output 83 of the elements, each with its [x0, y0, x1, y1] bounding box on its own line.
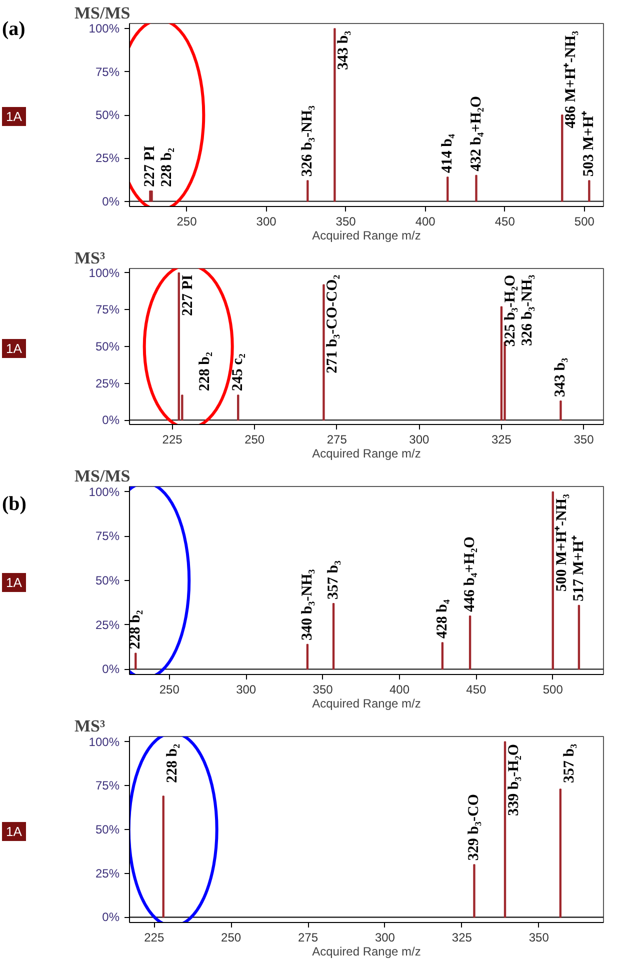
annotation: 343 b₃: [336, 30, 352, 70]
y-tick-label: 100%: [88, 22, 120, 36]
annotation: 503 M+H⁺: [581, 110, 598, 177]
x-axis-title: Acquired Range m/z: [312, 696, 421, 710]
y-tick-label: 0%: [102, 662, 120, 676]
x-tick-label: 325: [452, 930, 472, 944]
annotation: 414 b₄: [440, 134, 456, 174]
annotation: 227 PI: [180, 274, 196, 316]
chart-title: MS/MS: [74, 4, 130, 22]
annotation: 486 M+H⁺-NH₃: [563, 30, 580, 128]
x-tick-label: 300: [236, 682, 256, 696]
x-tick-label: 250: [159, 682, 180, 696]
text: (b): [2, 493, 26, 516]
x-tick-label: 275: [326, 432, 348, 446]
x-axis-title: Acquired Range m/z: [312, 446, 421, 460]
x-tick-label: 225: [162, 432, 183, 446]
x-axis-title: Acquired Range m/z: [312, 944, 421, 958]
y-tick-label: 75%: [95, 302, 120, 317]
annotation: 228 b₂: [196, 351, 213, 392]
y-tick-label: 50%: [95, 574, 120, 588]
y-tick-label: 75%: [95, 778, 120, 793]
x-tick-label: 350: [574, 432, 594, 446]
annotation: 227 PI: [142, 146, 158, 187]
x-tick-label: 350: [312, 682, 334, 696]
annotation: 432 b₄+H₂O: [468, 96, 484, 172]
x-tick-label: 300: [374, 930, 396, 944]
annotation: 343 b₃: [552, 357, 569, 397]
x-tick-label: 250: [176, 214, 198, 228]
x-tick-label: 300: [409, 432, 430, 446]
annotation: 339 b₃-H₂O: [506, 744, 522, 816]
annotation: 446 b₄+H₂O: [462, 536, 478, 612]
annotation: 357 b₃: [326, 560, 342, 600]
x-tick-label: 500: [542, 682, 564, 696]
y-tick-label: 0%: [102, 910, 120, 924]
annotation: 228 b₂: [164, 743, 180, 784]
x-tick-label: 500: [574, 214, 595, 228]
y-tick-label: 25%: [95, 151, 120, 166]
y-tick-label: 0%: [102, 413, 120, 428]
x-tick-label: 300: [256, 214, 277, 228]
y-tick-label: 25%: [95, 618, 120, 632]
text: 1A: [2, 339, 26, 358]
x-tick-label: 250: [244, 432, 265, 446]
annotation: 517 M+H⁺: [570, 536, 587, 602]
y-tick-label: 50%: [95, 340, 120, 354]
text: 1A: [2, 107, 26, 126]
chart-title: MS³: [74, 248, 106, 268]
text: (a): [2, 18, 26, 41]
x-axis-title: Acquired Range m/z: [312, 228, 421, 242]
y-tick-label: 0%: [102, 194, 120, 208]
y-tick-label: 25%: [95, 376, 120, 390]
chart-title: MS³: [74, 716, 106, 736]
annotation: 326 b₃-NH₃: [300, 105, 316, 177]
text: 1A: [2, 822, 26, 841]
x-tick-label: 325: [491, 432, 512, 446]
text: 1A: [2, 573, 26, 592]
y-tick-label: 100%: [88, 266, 120, 280]
x-tick-label: 450: [494, 214, 516, 228]
annotation: 329 b₃-CO: [466, 794, 482, 861]
annotation: 228 b₂: [159, 147, 176, 187]
annotation: 500 M+H⁺-NH₃: [554, 494, 570, 592]
y-tick-label: 50%: [95, 822, 120, 836]
y-tick-label: 75%: [95, 64, 120, 79]
x-tick-label: 400: [389, 682, 410, 696]
x-tick-label: 350: [528, 930, 550, 944]
y-tick-label: 100%: [88, 734, 120, 749]
annotation: 340 b₃-NH₃: [299, 568, 316, 640]
y-tick-label: 100%: [88, 484, 120, 499]
chart-title: MS/MS: [74, 466, 130, 486]
y-tick-label: 75%: [95, 529, 120, 544]
y-tick-label: 50%: [95, 108, 120, 122]
annotation: 428 b₄: [434, 598, 450, 639]
x-tick-label: 275: [298, 930, 318, 944]
x-tick-label: 350: [336, 214, 356, 228]
x-tick-label: 400: [415, 214, 436, 228]
y-tick-label: 25%: [95, 866, 120, 880]
x-tick-label: 225: [144, 930, 164, 944]
annotation: 325 b₃-H₂O: [502, 274, 518, 347]
x-tick-label: 450: [466, 682, 487, 696]
annotation: 271 b₃-CO-CO₂: [324, 274, 341, 374]
x-tick-label: 250: [221, 930, 242, 944]
annotation: 357 b₃: [561, 743, 578, 784]
annotation: 326 b₃-NH₃: [519, 274, 536, 346]
annotation: 245 c₂: [230, 353, 246, 392]
